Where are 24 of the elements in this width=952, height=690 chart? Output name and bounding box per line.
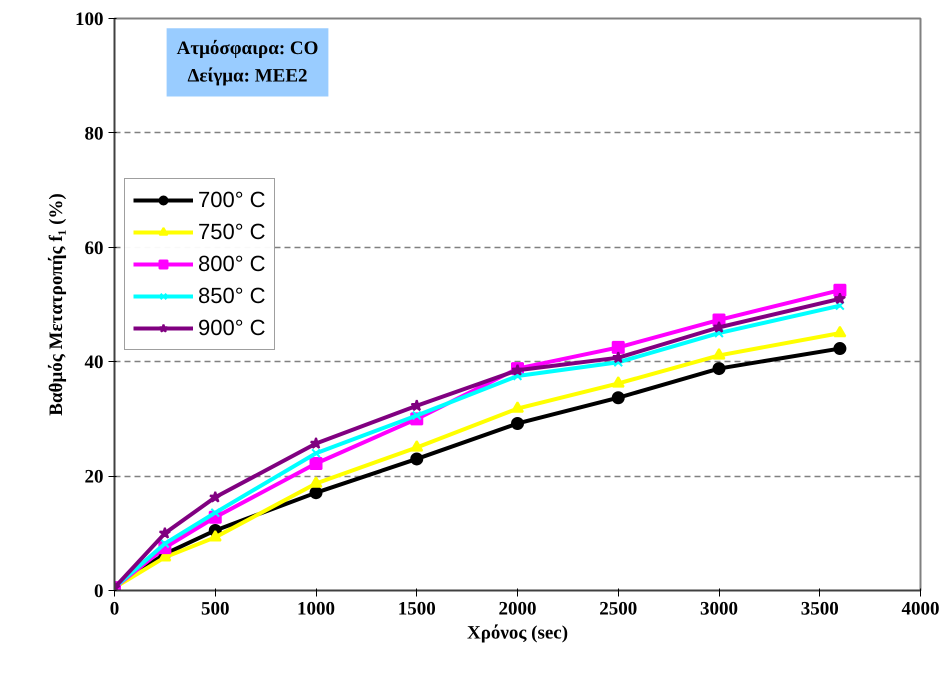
y-axis-title: Βαθμός Μετατροπής f₁ (%): [46, 193, 67, 416]
annotation: Δείγμα: MEE2: [187, 66, 308, 86]
x-tick-label: 2500: [599, 598, 638, 620]
legend-label: 750° C: [198, 219, 266, 245]
legend-label: 900° C: [198, 315, 266, 341]
x-tick-label: 4000: [902, 598, 940, 620]
x-axis-title: Χρόνος (sec): [466, 622, 568, 644]
y-tick-label: 60: [84, 238, 104, 259]
y-tick-label: 20: [84, 466, 104, 488]
x-tick-label: 1000: [297, 598, 335, 620]
annotation: Ατμόσφαιρα: CO: [176, 38, 318, 60]
x-tick-label: 3000: [700, 598, 738, 620]
x-tick-label: 0: [110, 598, 120, 620]
x-tick-label: 3500: [800, 598, 839, 620]
x-tick-label: 500: [201, 598, 230, 620]
legend-label: 850° C: [198, 283, 266, 309]
x-tick-label: 1500: [398, 598, 436, 620]
legend-label: 700° C: [198, 187, 266, 213]
legend-label: 800° C: [198, 251, 266, 277]
y-tick-label: 80: [84, 123, 104, 144]
y-tick-label: 100: [75, 9, 104, 30]
x-tick-label: 2000: [498, 598, 536, 620]
y-tick-label: 0: [94, 581, 104, 602]
y-tick-label: 40: [84, 352, 104, 374]
